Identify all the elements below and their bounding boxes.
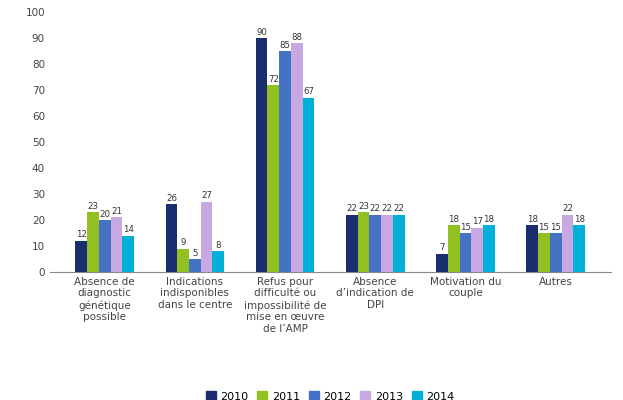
Bar <box>573 225 585 272</box>
Text: 23: 23 <box>358 202 369 211</box>
Bar <box>526 225 538 272</box>
Bar <box>201 202 212 272</box>
Text: 15: 15 <box>550 223 561 232</box>
Bar <box>212 251 224 272</box>
Bar <box>460 233 472 272</box>
Text: 22: 22 <box>346 204 358 214</box>
Text: 67: 67 <box>303 88 314 96</box>
Bar <box>393 215 404 272</box>
Bar <box>346 215 358 272</box>
Text: 15: 15 <box>460 223 471 232</box>
Text: 18: 18 <box>483 215 495 224</box>
Text: 9: 9 <box>181 238 186 247</box>
Bar <box>381 215 393 272</box>
Bar <box>472 228 483 272</box>
Text: 8: 8 <box>216 241 221 250</box>
Bar <box>87 212 99 272</box>
Bar <box>448 225 460 272</box>
Text: 22: 22 <box>370 204 381 214</box>
Text: 90: 90 <box>256 28 267 37</box>
Text: 5: 5 <box>192 249 197 258</box>
Text: 21: 21 <box>111 207 122 216</box>
Bar <box>436 254 448 272</box>
Bar <box>291 43 303 272</box>
Text: 22: 22 <box>562 204 573 214</box>
Bar <box>279 51 291 272</box>
Bar <box>189 259 201 272</box>
Text: 23: 23 <box>87 202 98 211</box>
Text: 88: 88 <box>292 33 302 42</box>
Text: 20: 20 <box>99 210 110 219</box>
Bar <box>166 204 178 272</box>
Bar <box>550 233 561 272</box>
Bar <box>75 241 87 272</box>
Legend: 2010, 2011, 2012, 2013, 2014: 2010, 2011, 2012, 2013, 2014 <box>201 387 459 400</box>
Text: 26: 26 <box>166 194 177 203</box>
Bar <box>538 233 550 272</box>
Bar <box>122 236 134 272</box>
Bar <box>267 85 279 272</box>
Text: 22: 22 <box>381 204 392 214</box>
Bar <box>303 98 315 272</box>
Text: 18: 18 <box>449 215 459 224</box>
Text: 12: 12 <box>75 230 87 240</box>
Bar <box>178 248 189 272</box>
Text: 18: 18 <box>527 215 538 224</box>
Text: 15: 15 <box>538 223 549 232</box>
Bar <box>99 220 110 272</box>
Bar <box>369 215 381 272</box>
Bar <box>483 225 495 272</box>
Text: 17: 17 <box>472 218 483 226</box>
Text: 7: 7 <box>439 244 445 252</box>
Bar <box>561 215 573 272</box>
Text: 85: 85 <box>280 41 290 50</box>
Bar <box>110 217 122 272</box>
Text: 27: 27 <box>201 192 212 200</box>
Bar <box>358 212 369 272</box>
Bar <box>256 38 267 272</box>
Text: 72: 72 <box>268 74 279 84</box>
Text: 18: 18 <box>574 215 585 224</box>
Text: 22: 22 <box>393 204 404 214</box>
Text: 14: 14 <box>123 225 133 234</box>
